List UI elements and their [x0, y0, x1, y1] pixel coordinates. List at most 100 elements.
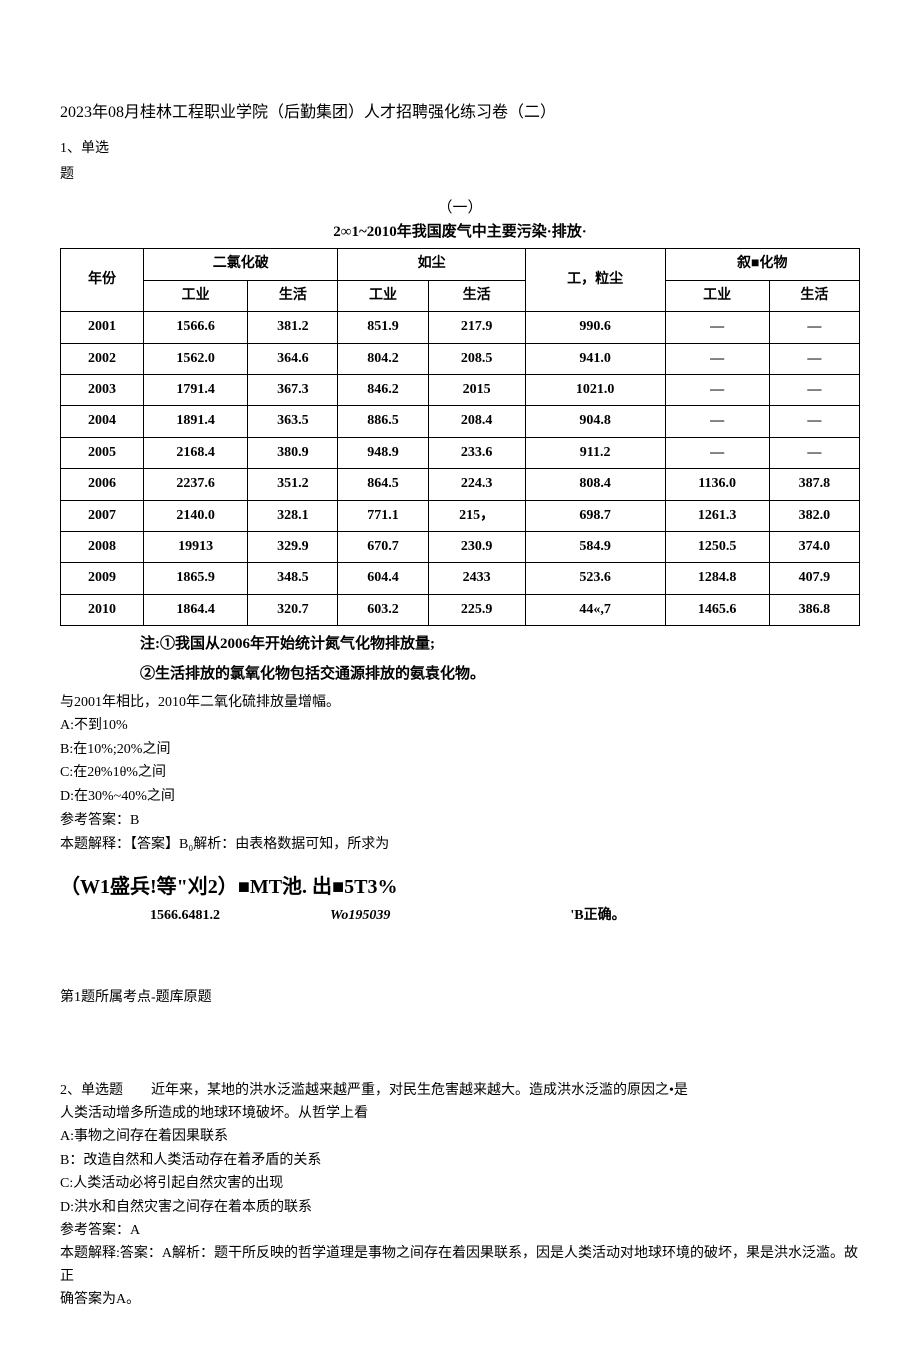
- table-cell: 1864.4: [144, 594, 248, 625]
- table-cell: —: [769, 343, 859, 374]
- table-cell: 2008: [61, 531, 144, 562]
- table-cell: 225.9: [428, 594, 525, 625]
- col-nox-industry: 工业: [665, 280, 769, 311]
- table-cell: 2007: [61, 500, 144, 531]
- question-2: 2、单选题 近年来，某地的洪水泛滥越来越严重，对民生危害越来越大。造成洪水泛滥的…: [60, 1080, 860, 1312]
- table-cell: 698.7: [525, 500, 665, 531]
- table-cell: 864.5: [338, 469, 428, 500]
- table-cell: 2010: [61, 594, 144, 625]
- col-dust-industry: 工业: [338, 280, 428, 311]
- table-cell: 381.2: [248, 312, 338, 343]
- q1-option-a: A:不到10%: [60, 715, 860, 737]
- q1-stem: 与2001年相比，2010年二氧化硫排放量增幅。: [60, 692, 860, 714]
- table-cell: 320.7: [248, 594, 338, 625]
- q1-calc-a: 1566.6481.2: [150, 905, 220, 927]
- table-cell: 215，: [428, 500, 525, 531]
- table-cell: 1136.0: [665, 469, 769, 500]
- table-cell: 670.7: [338, 531, 428, 562]
- q1-calc-line2: 1566.6481.2 Wo195039 'B正确。: [60, 905, 860, 927]
- q2-answer: 参考答案：A: [60, 1220, 860, 1242]
- table-cell: 208.5: [428, 343, 525, 374]
- table-cell: 1566.6: [144, 312, 248, 343]
- table-cell: 1250.5: [665, 531, 769, 562]
- col-so2: 二氯化破: [144, 249, 338, 280]
- q1-calc-c: 'B正确。: [570, 905, 625, 927]
- table-cell: 348.5: [248, 563, 338, 594]
- table-row: 20101864.4320.7603.2225.944«,71465.6386.…: [61, 594, 860, 625]
- q1-calc-line1: （W1盛兵!等"刈2）■MT池. 出■5T3%: [60, 871, 860, 903]
- q1-option-c: C:在2θ%1θ%之间: [60, 762, 860, 784]
- table-cell: 2001: [61, 312, 144, 343]
- table-cell: 603.2: [338, 594, 428, 625]
- q2-explanation-1: 本题解释:答案：A解析：题干所反映的哲学道理是事物之间存在着因果联系，因是人类活…: [60, 1243, 860, 1288]
- table-cell: 851.9: [338, 312, 428, 343]
- table-cell: 2140.0: [144, 500, 248, 531]
- table-cell: —: [665, 374, 769, 405]
- table-cell: 382.0: [769, 500, 859, 531]
- table-cell: 217.9: [428, 312, 525, 343]
- table-cell: 2168.4: [144, 437, 248, 468]
- table-cell: —: [769, 312, 859, 343]
- table-row: 20031791.4367.3846.220151021.0——: [61, 374, 860, 405]
- table-cell: —: [769, 406, 859, 437]
- table-row: 20062237.6351.2864.5224.3808.41136.0387.…: [61, 469, 860, 500]
- q1-topic-reference: 第1题所属考点-题库原题: [60, 987, 860, 1009]
- col-dust-life: 生活: [428, 280, 525, 311]
- table-cell: 990.6: [525, 312, 665, 343]
- table-row: 20041891.4363.5886.5208.4904.8——: [61, 406, 860, 437]
- table-cell: —: [769, 374, 859, 405]
- q1-options: A:不到10% B:在10%;20%之间 C:在2θ%1θ%之间 D:在30%~…: [60, 715, 860, 808]
- table-cell: 2003: [61, 374, 144, 405]
- table-cell: 387.8: [769, 469, 859, 500]
- table-cell: 374.0: [769, 531, 859, 562]
- table-header-row-2: 工业 生活 工业 生活 工业 生活: [61, 280, 860, 311]
- table-cell: 230.9: [428, 531, 525, 562]
- table-cell: 44«,7: [525, 594, 665, 625]
- table-cell: —: [665, 437, 769, 468]
- table-row: 20011566.6381.2851.9217.9990.6——: [61, 312, 860, 343]
- q2-option-d: D:洪水和自然灾害之间存在着本质的联系: [60, 1197, 860, 1219]
- table-cell: 19913: [144, 531, 248, 562]
- q2-option-c: C:人类活动必将引起自然灾害的出现: [60, 1173, 860, 1195]
- table-cell: 363.5: [248, 406, 338, 437]
- table-cell: 846.2: [338, 374, 428, 405]
- table-cell: —: [665, 312, 769, 343]
- table-cell: 2433: [428, 563, 525, 594]
- table-title: 2∞1~2010年我国废气中主要污染·排放·: [60, 220, 860, 244]
- table-cell: 584.9: [525, 531, 665, 562]
- col-nox: 叙■化物: [665, 249, 859, 280]
- table-row: 20072140.0328.1771.1215，698.71261.3382.0: [61, 500, 860, 531]
- table-cell: 1465.6: [665, 594, 769, 625]
- table-row: 20021562.0364.6804.2208.5941.0——: [61, 343, 860, 374]
- table-cell: 2009: [61, 563, 144, 594]
- q2-option-a: A:事物之间存在着因果联系: [60, 1126, 860, 1148]
- table-cell: 2006: [61, 469, 144, 500]
- table-cell: 808.4: [525, 469, 665, 500]
- table-cell: 407.9: [769, 563, 859, 594]
- col-nox-life: 生活: [769, 280, 859, 311]
- q1-option-b: B:在10%;20%之间: [60, 739, 860, 761]
- table-cell: 1891.4: [144, 406, 248, 437]
- q1-calc-b: Wo195039: [330, 905, 390, 927]
- q1-label-a: 1、单选: [60, 138, 860, 160]
- table-cell: 771.1: [338, 500, 428, 531]
- table-cell: 351.2: [248, 469, 338, 500]
- q1-option-d: D:在30%~40%之间: [60, 786, 860, 808]
- table-cell: 2237.6: [144, 469, 248, 500]
- table-row: 20052168.4380.9948.9233.6911.2——: [61, 437, 860, 468]
- table-cell: 523.6: [525, 563, 665, 594]
- table-note-2: ②生活排放的氯氧化物包括交通源排放的氨袁化物。: [140, 662, 860, 686]
- table-row: 200819913329.9670.7230.9584.91250.5374.0: [61, 531, 860, 562]
- col-so2-life: 生活: [248, 280, 338, 311]
- table-cell: 941.0: [525, 343, 665, 374]
- table-cell: 1865.9: [144, 563, 248, 594]
- table-cell: —: [665, 343, 769, 374]
- table-cell: 328.1: [248, 500, 338, 531]
- table-header-row-1: 年份 二氯化破 如尘 工，粒尘 叙■化物: [61, 249, 860, 280]
- table-cell: 2015: [428, 374, 525, 405]
- q2-explanation-2: 确答案为A。: [60, 1289, 860, 1311]
- table-cell: 1261.3: [665, 500, 769, 531]
- table-cell: 904.8: [525, 406, 665, 437]
- table-row: 20091865.9348.5604.42433523.61284.8407.9: [61, 563, 860, 594]
- table-cell: 886.5: [338, 406, 428, 437]
